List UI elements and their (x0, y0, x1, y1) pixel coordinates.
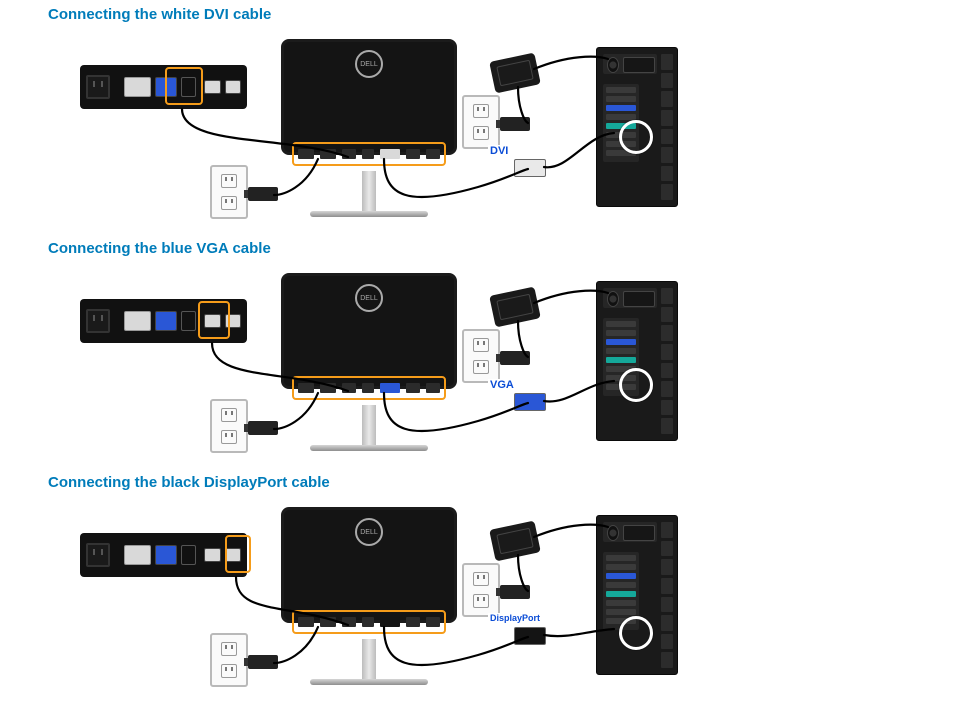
section-heading: Connecting the black DisplayPort cable (48, 474, 954, 491)
monitor-rear-view: DELL (281, 507, 457, 685)
power-plug (248, 655, 278, 669)
cable-section-dvi: Connecting the white DVI cable DELL DVI (0, 0, 954, 212)
power-plug (500, 585, 530, 599)
section-heading: Connecting the white DVI cable (48, 6, 954, 23)
cable-section-vga: Connecting the blue VGA cable DELL VGA (0, 234, 954, 446)
power-plug (248, 187, 278, 201)
power-adapter (489, 521, 541, 562)
desktop-tower-rear (596, 515, 678, 675)
power-plug (500, 117, 530, 131)
connector-label: DisplayPort (488, 613, 542, 623)
brand-logo: DELL (355, 284, 383, 312)
wall-outlet (210, 633, 248, 687)
wall-outlet (210, 399, 248, 453)
tower-port-highlight (619, 368, 653, 402)
section-heading: Connecting the blue VGA cable (48, 240, 954, 257)
monitor-rear-ports (80, 299, 247, 343)
connection-diagram: DELL DisplayPort (48, 505, 954, 680)
monitor-rear-view: DELL (281, 273, 457, 451)
connector-label: DVI (488, 145, 510, 157)
displayport-connector (514, 627, 546, 645)
monitor-rear-view: DELL (281, 39, 457, 217)
vga-connector (514, 393, 546, 411)
monitor-bottom-ports-highlight (292, 610, 446, 634)
power-plug (248, 421, 278, 435)
cable-section-displayport: Connecting the black DisplayPort cable DE… (0, 468, 954, 680)
monitor-bottom-ports-highlight (292, 142, 446, 166)
connector-label: VGA (488, 379, 516, 391)
tower-port-highlight (619, 616, 653, 650)
wall-outlet (462, 329, 500, 383)
monitor-bottom-ports-highlight (292, 376, 446, 400)
dvi-connector (514, 159, 546, 177)
monitor-rear-ports (80, 533, 247, 577)
wall-outlet (462, 563, 500, 617)
power-adapter (489, 53, 541, 94)
tower-port-highlight (619, 120, 653, 154)
wall-outlet (462, 95, 500, 149)
desktop-tower-rear (596, 281, 678, 441)
brand-logo: DELL (355, 50, 383, 78)
desktop-tower-rear (596, 47, 678, 207)
power-adapter (489, 287, 541, 328)
brand-logo: DELL (355, 518, 383, 546)
power-plug (500, 351, 530, 365)
monitor-rear-ports (80, 65, 247, 109)
wall-outlet (210, 165, 248, 219)
connection-diagram: DELL VGA (48, 271, 954, 446)
connection-diagram: DELL DVI (48, 37, 954, 212)
